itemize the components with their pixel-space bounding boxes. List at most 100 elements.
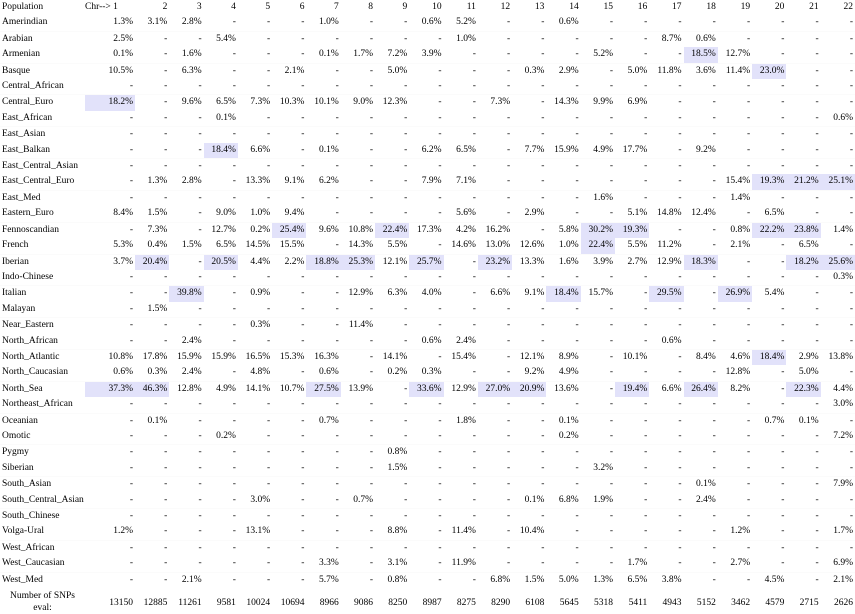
percentage-cell: - xyxy=(477,365,513,382)
snp-count-cell: 8250 xyxy=(388,598,408,609)
percentage-cell: - xyxy=(375,301,410,319)
percentage-cell: - xyxy=(203,397,238,414)
population-name: East_Balkan xyxy=(0,142,86,160)
table-row: East_Balkan - - -18.4% 6.6% -0.1% - -6.2% 6.5% -7… xyxy=(0,142,855,160)
percentage-cell: 10.8% xyxy=(348,224,374,235)
percentage-cell: - xyxy=(369,351,374,362)
chromosome-header: 22 xyxy=(843,2,854,12)
percentage-cell: - xyxy=(580,79,615,96)
percentage-cell: - xyxy=(815,288,819,299)
population-name: Armenian xyxy=(0,47,86,64)
percentage-cell: - xyxy=(506,192,511,203)
percentage-cell: - xyxy=(169,460,204,478)
percentage-cell: 0.1% xyxy=(558,415,579,426)
percentage-cell: - xyxy=(614,15,650,32)
percentage-cell: - xyxy=(198,161,202,172)
snp-count-cell: 10694 xyxy=(280,598,305,609)
percentage-cell: - xyxy=(472,288,476,299)
percentage-cell: 15.4% xyxy=(717,174,753,191)
percentage-cell: 13.6% xyxy=(554,383,579,394)
percentage-cell: - xyxy=(477,79,513,96)
table-row: Volga-Ural 1.2% - - -13.1% - - -8.8% -11.4% -10.4… xyxy=(0,524,855,541)
percentage-cell: - xyxy=(306,333,341,350)
percentage-cell: 15.4% xyxy=(451,351,476,362)
table-row: Omotic - - -0.2% - - - - - - - - -0.2% - - - - - - -7.2% xyxy=(0,428,855,446)
percentage-cell: 3.0% xyxy=(820,397,855,414)
percentage-cell: - xyxy=(506,33,511,44)
percentage-cell: 5.3% xyxy=(85,238,136,255)
percentage-cell: - xyxy=(306,110,341,128)
percentage-cell: - xyxy=(340,301,376,319)
percentage-cell: - xyxy=(781,192,785,203)
percentage-cell: 11.2% xyxy=(649,238,684,255)
percentage-cell: - xyxy=(301,33,305,44)
chromosome-header: 21 xyxy=(809,2,819,12)
snp-count-cell: 5152 xyxy=(696,598,716,609)
percentage-cell: 1.0% xyxy=(546,238,581,255)
percentage-cell: - xyxy=(717,79,753,96)
percentage-cell: 27.0% xyxy=(477,381,513,398)
percentage-cell: - xyxy=(340,142,376,160)
percentage-cell: 14.6% xyxy=(443,238,478,255)
percentage-cell: 2.1% xyxy=(181,574,202,585)
percentage-cell: - xyxy=(781,479,785,490)
percentage-cell: - xyxy=(752,460,787,478)
population-name: South_Asian xyxy=(2,479,52,490)
percentage-cell: - xyxy=(820,142,855,160)
percentage-cell: - xyxy=(438,161,442,172)
percentage-cell: 0.7% xyxy=(340,492,376,509)
percentage-cell: - xyxy=(340,397,376,414)
percentage-cell: - xyxy=(335,479,339,490)
percentage-cell: - xyxy=(644,415,648,426)
percentage-cell: 7.7% xyxy=(512,142,547,160)
percentage-cell: - xyxy=(649,79,684,96)
percentage-cell: - xyxy=(472,320,476,331)
percentage-cell: - xyxy=(272,428,307,446)
percentage-cell: - xyxy=(781,256,785,267)
percentage-cell: 14.3% xyxy=(554,97,579,108)
percentage-cell: - xyxy=(438,574,442,585)
percentage-cell: - xyxy=(752,333,787,350)
percentage-cell: 5.0% xyxy=(558,574,579,585)
percentage-cell: - xyxy=(198,256,202,267)
percentage-cell: 20.4% xyxy=(135,254,170,270)
percentage-cell: 4.5% xyxy=(764,574,785,585)
percentage-cell: - xyxy=(609,415,613,426)
population-name: Indo-Chinese xyxy=(0,269,86,287)
population-name: West_Med xyxy=(2,574,43,585)
percentage-cell: 10.4% xyxy=(512,524,547,541)
percentage-cell: - xyxy=(649,492,684,509)
percentage-cell: - xyxy=(85,142,136,160)
snp-count-cell: 9086 xyxy=(354,598,374,609)
percentage-cell: 12.8% xyxy=(717,365,753,382)
percentage-cell: 5.7% xyxy=(318,574,339,585)
percentage-cell: - xyxy=(335,161,339,172)
percentage-cell: 9.2% xyxy=(512,365,547,382)
percentage-cell: - xyxy=(546,333,581,350)
percentage-cell: 46.3% xyxy=(135,381,170,398)
percentage-cell: - xyxy=(340,79,376,96)
percentage-cell: - xyxy=(820,460,855,478)
percentage-cell: - xyxy=(472,129,476,140)
percentage-cell: - xyxy=(169,269,204,287)
table-row: Near_Eastern - - - -0.3% - -11.4% - - - - - - - - - - - - -… xyxy=(0,318,855,334)
percentage-cell: 22.2% xyxy=(752,222,787,239)
percentage-cell: - xyxy=(404,479,408,490)
percentage-cell: - xyxy=(752,269,787,287)
percentage-cell: - xyxy=(580,15,615,32)
table-row: Malayan -1.5% - - - - - - - - - - - - - - - - - - - - xyxy=(0,301,855,319)
percentage-cell: - xyxy=(237,333,273,350)
percentage-cell: 25.3% xyxy=(340,254,376,270)
percentage-cell: - xyxy=(267,479,271,490)
percentage-cell: 6.9% xyxy=(820,556,855,573)
percentage-cell: 7.2% xyxy=(820,428,855,446)
percentage-cell: - xyxy=(477,15,513,32)
percentage-cell: - xyxy=(409,206,444,223)
population-name: East_Med xyxy=(2,192,41,203)
percentage-cell: 6.2% xyxy=(409,142,444,160)
percentage-cell: - xyxy=(272,301,307,319)
percentage-cell: - xyxy=(472,511,476,521)
percentage-cell: - xyxy=(512,174,547,191)
percentage-cell: - xyxy=(267,511,271,521)
percentage-cell: - xyxy=(815,479,819,490)
